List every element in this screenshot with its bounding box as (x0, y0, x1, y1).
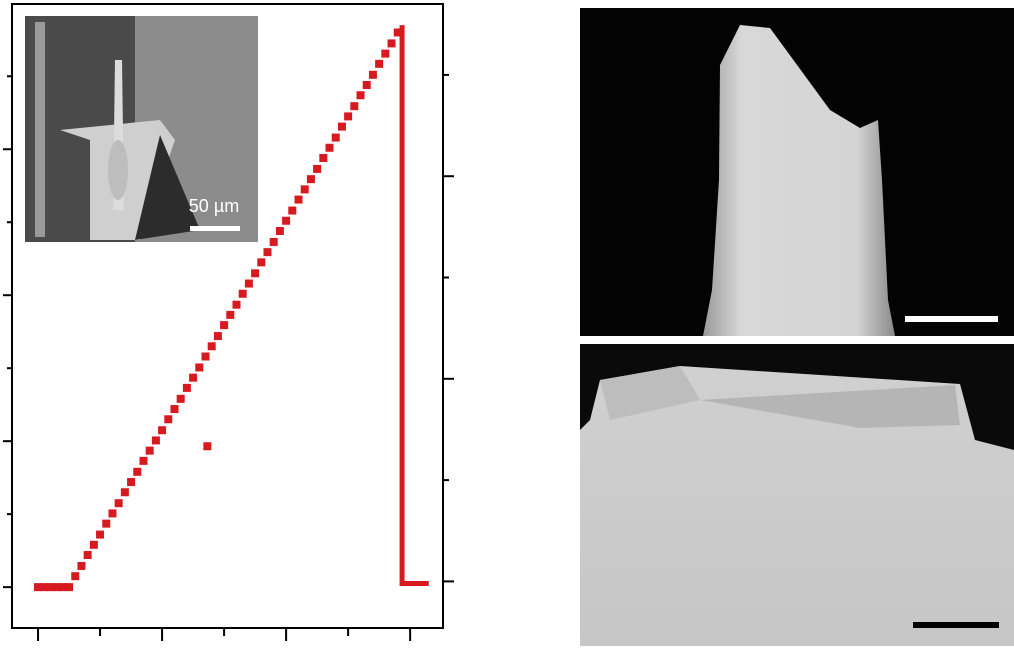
data-point (201, 352, 210, 361)
data-point (77, 561, 86, 570)
data-point (337, 122, 346, 131)
data-point (263, 248, 272, 257)
data-point (133, 467, 142, 476)
data-point (213, 332, 222, 341)
plot-frame (11, 3, 444, 629)
data-point (40, 583, 49, 592)
data-point (350, 102, 359, 111)
data-point (244, 279, 253, 288)
data-point (269, 237, 278, 246)
data-point (257, 258, 266, 267)
data-point (127, 478, 136, 487)
data-point (71, 572, 80, 581)
sem-image-bottom (580, 344, 1014, 646)
data-point (288, 206, 297, 215)
data-point (170, 405, 179, 414)
data-point (158, 426, 167, 435)
data-point (207, 342, 216, 351)
data-point (65, 583, 74, 592)
scale-label: 50 µm (189, 196, 239, 216)
data-point (387, 39, 396, 48)
data-point (189, 373, 198, 382)
data-point (96, 530, 105, 539)
data-point (195, 363, 204, 372)
data-point (114, 499, 123, 508)
data-point (331, 133, 340, 142)
data-point (83, 551, 92, 560)
data-point (46, 583, 55, 592)
data-point (220, 321, 229, 330)
data-point (120, 488, 129, 497)
data-point (251, 269, 260, 278)
sem-image-top (580, 8, 1014, 336)
data-point (226, 310, 235, 319)
data-point (139, 456, 148, 465)
data-point (52, 583, 61, 592)
data-point (89, 540, 98, 549)
inset-image (25, 16, 258, 242)
data-point (294, 195, 303, 204)
data-point (356, 91, 365, 100)
data-point (203, 442, 212, 451)
data-point (344, 112, 353, 121)
data-point (375, 59, 384, 68)
data-point (362, 81, 371, 90)
data-point (151, 436, 160, 445)
data-point (58, 583, 67, 592)
data-point (102, 519, 111, 528)
data-point (238, 289, 247, 298)
data-point (164, 415, 173, 424)
data-point (319, 153, 328, 162)
data-line (399, 25, 429, 586)
data-point (300, 185, 309, 194)
data-point (325, 143, 334, 152)
data-point (182, 383, 191, 392)
data-point (108, 509, 117, 518)
data-point (393, 28, 402, 37)
data-point (381, 49, 390, 58)
data-point (34, 583, 43, 592)
data-point (232, 300, 241, 309)
data-point (275, 226, 284, 235)
data-point (306, 175, 315, 184)
data-point (176, 394, 185, 403)
data-point (368, 70, 377, 79)
data-point (313, 164, 322, 173)
data-point (282, 216, 291, 225)
data-point (145, 446, 154, 455)
